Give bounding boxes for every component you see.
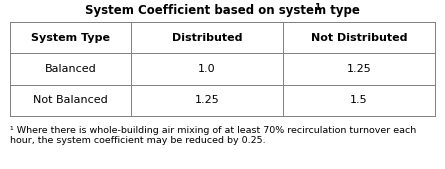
Text: Balanced: Balanced xyxy=(44,64,97,74)
Text: System Type: System Type xyxy=(31,33,110,43)
Text: ¹ Where there is whole-building air mixing of at least 70% recirculation turnove: ¹ Where there is whole-building air mixi… xyxy=(10,126,416,135)
Text: Distributed: Distributed xyxy=(172,33,242,43)
Text: 1.25: 1.25 xyxy=(347,64,371,74)
Text: Not Distributed: Not Distributed xyxy=(311,33,407,43)
Text: System Coefficient based on system type: System Coefficient based on system type xyxy=(85,4,360,17)
Text: hour, the system coefficient may be reduced by 0.25.: hour, the system coefficient may be redu… xyxy=(10,136,266,145)
Text: 1.0: 1.0 xyxy=(198,64,216,74)
Text: Not Balanced: Not Balanced xyxy=(33,95,108,105)
Text: 1: 1 xyxy=(314,3,321,12)
Text: 1.5: 1.5 xyxy=(350,95,368,105)
Text: 1.25: 1.25 xyxy=(194,95,219,105)
